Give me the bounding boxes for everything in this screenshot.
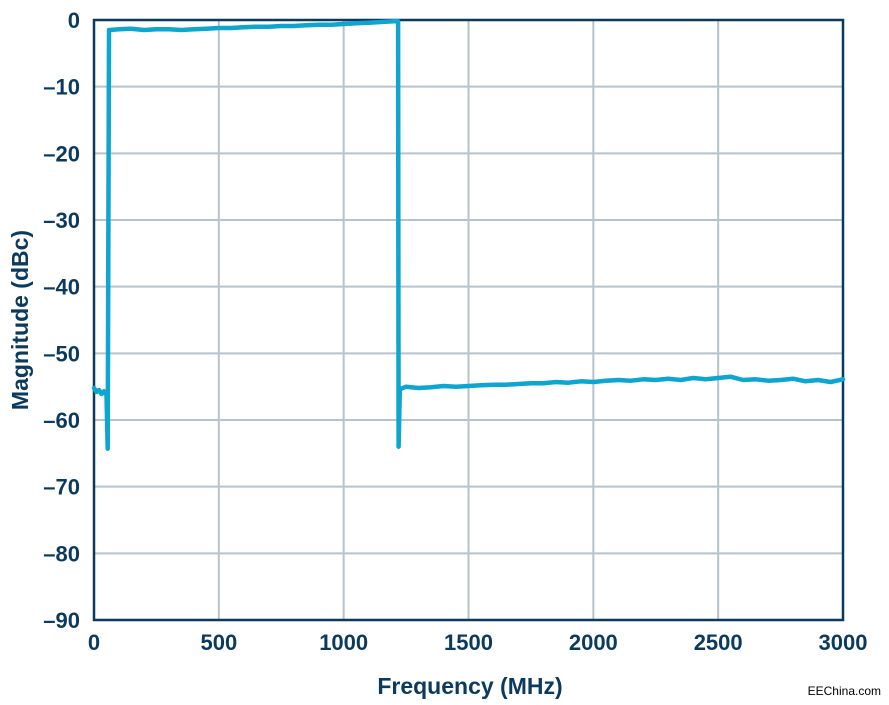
series-layer bbox=[91, 19, 846, 451]
y-tick-label: –60 bbox=[43, 408, 80, 433]
y-tick-label: –20 bbox=[43, 141, 80, 166]
x-tick-label: 500 bbox=[200, 630, 237, 655]
x-axis-title: Frequency (MHz) bbox=[377, 673, 562, 699]
x-tick-label: 2500 bbox=[694, 630, 743, 655]
y-tick-label: –70 bbox=[43, 475, 80, 500]
series-line bbox=[91, 19, 846, 451]
plot-frame bbox=[92, 18, 845, 622]
y-tick-label: –80 bbox=[43, 541, 80, 566]
x-axis: 0 500 1000 1500 2000 2500 3000 bbox=[88, 630, 868, 655]
y-axis: 0 –10 –20 –30 –40 –50 –60 –70 –80 –90 bbox=[43, 8, 80, 633]
y-tick-label: –50 bbox=[43, 341, 80, 366]
x-tick-label: 1500 bbox=[444, 630, 493, 655]
y-tick-label: 0 bbox=[68, 8, 80, 33]
x-tick-label: 1000 bbox=[319, 630, 368, 655]
x-tick-label: 3000 bbox=[819, 630, 868, 655]
y-axis-title: Magnitude (dBc) bbox=[7, 230, 33, 410]
y-tick-label: –40 bbox=[43, 275, 80, 300]
y-tick-label: –90 bbox=[43, 608, 80, 633]
x-tick-label: 0 bbox=[88, 630, 100, 655]
grid bbox=[93, 19, 844, 621]
x-tick-label: 2000 bbox=[569, 630, 618, 655]
y-tick-label: –10 bbox=[43, 75, 80, 100]
watermark: EEChina.com bbox=[807, 684, 881, 698]
y-tick-label: –30 bbox=[43, 208, 80, 233]
